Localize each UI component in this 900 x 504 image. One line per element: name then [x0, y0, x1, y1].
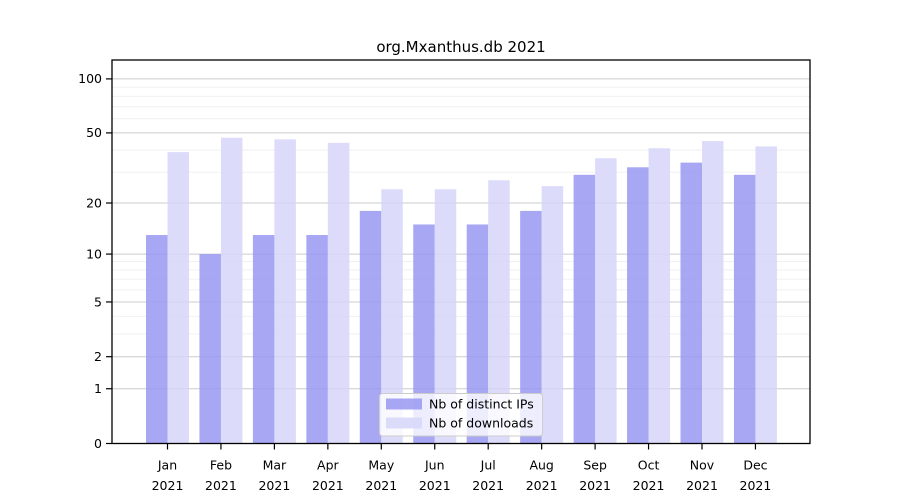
chart-title: org.Mxanthus.db 2021 [376, 38, 545, 56]
bar-distinct-ips-sep [573, 174, 596, 444]
y-tick-label: 10 [86, 246, 102, 261]
bar-downloads-feb [220, 137, 243, 444]
x-tick-label-year: 2021 [740, 478, 772, 493]
x-tick-label-month: Dec [743, 458, 767, 473]
bar-downloads-nov [702, 141, 724, 444]
x-tick-label-year: 2021 [579, 478, 611, 493]
bar-downloads-jun [434, 189, 457, 444]
x-tick-label-year: 2021 [258, 478, 290, 493]
legend-swatch-downloads-icon [386, 417, 422, 429]
bar-distinct-ips-jan [146, 235, 168, 444]
bar-downloads-aug [541, 186, 564, 444]
x-tick-label-month: Sep [583, 458, 607, 473]
bar-distinct-ips-feb [199, 254, 221, 444]
y-tick-label: 100 [78, 71, 102, 86]
x-tick-label-month: Feb [210, 458, 232, 473]
bar-downloads-may [381, 189, 403, 444]
x-tick-label-month: Jun [424, 458, 445, 473]
y-tick-label: 20 [86, 195, 102, 210]
x-tick-label-year: 2021 [365, 478, 397, 493]
legend: Nb of distinct IPs Nb of downloads [379, 393, 543, 437]
x-tick-label-year: 2021 [312, 478, 344, 493]
y-tick-label: 1 [94, 381, 102, 396]
x-tick-label-month: Jan [157, 458, 177, 473]
bar-distinct-ips-dec [733, 174, 756, 444]
bar-downloads-oct [648, 148, 671, 444]
bar-downloads-jan [167, 152, 189, 444]
x-tick-label-year: 2021 [472, 478, 504, 493]
bar-distinct-ips-nov [680, 162, 702, 444]
x-tick-label-month: Apr [317, 458, 339, 473]
legend-label-distinct-ips: Nb of distinct IPs [429, 397, 534, 412]
legend-swatch-distinct-ips-icon [386, 398, 422, 410]
bar-downloads-mar [274, 139, 296, 444]
x-tick-label-month: Oct [638, 458, 660, 473]
bar-distinct-ips-apr [306, 235, 328, 444]
x-tick-label-month: Mar [263, 458, 287, 473]
plot-frame [111, 59, 811, 445]
x-tick-label-month: Nov [690, 458, 715, 473]
x-tick-label-month: Jul [480, 458, 496, 473]
y-tick-label: 5 [94, 294, 102, 309]
bar-downloads-dec [755, 146, 777, 444]
bar-distinct-ips-aug [520, 210, 542, 444]
y-tick-label: 0 [94, 436, 102, 451]
bar-downloads-apr [327, 142, 350, 444]
bar-distinct-ips-mar [252, 235, 275, 444]
y-tick-label: 50 [86, 125, 102, 140]
plot-area: 0 1 2 5 10 20 50 100 Jan 2021 Feb 2021 Mar 2021 Apr 202… [78, 59, 811, 493]
x-tick-label-month: Aug [529, 458, 553, 473]
bar-downloads-jul [488, 180, 510, 444]
legend-label-downloads: Nb of downloads [429, 416, 533, 431]
x-tick-label-year: 2021 [686, 478, 718, 493]
x-tick-label-year: 2021 [419, 478, 451, 493]
bar-downloads-sep [595, 158, 617, 444]
bar-distinct-ips-jun [413, 224, 435, 444]
bar-distinct-ips-oct [627, 167, 649, 444]
x-tick-label-year: 2021 [152, 478, 184, 493]
x-tick-label-year: 2021 [526, 478, 558, 493]
x-tick-label-year: 2021 [633, 478, 665, 493]
x-tick-label-month: May [368, 458, 394, 473]
y-tick-label: 2 [94, 349, 102, 364]
bar-distinct-ips-may [359, 210, 382, 444]
bar-distinct-ips-jul [466, 224, 489, 444]
x-tick-label-year: 2021 [205, 478, 237, 493]
